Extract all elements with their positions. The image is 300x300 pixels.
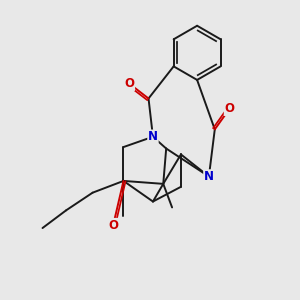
Text: N: N bbox=[148, 130, 158, 143]
Text: O: O bbox=[108, 219, 118, 232]
Text: N: N bbox=[204, 170, 214, 183]
Text: O: O bbox=[124, 77, 134, 90]
Text: O: O bbox=[224, 102, 235, 115]
